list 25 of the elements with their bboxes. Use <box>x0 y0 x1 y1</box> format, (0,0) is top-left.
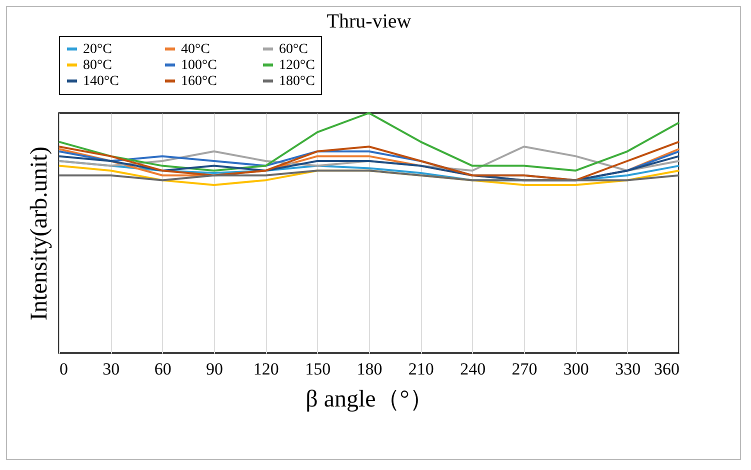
legend-label: 100°C <box>181 58 217 73</box>
x-tick-label: 0 <box>60 360 68 378</box>
x-tick-label: 90 <box>206 360 223 378</box>
x-tick-label: 150 <box>305 360 331 378</box>
legend-label: 180°C <box>279 74 315 89</box>
x-tick-label: 300 <box>563 360 589 378</box>
x-tick-label: 240 <box>460 360 486 378</box>
x-tick-label: 180 <box>356 360 382 378</box>
y-axis-title: Intensity(arb.unit) <box>26 146 52 320</box>
x-tick-label: 30 <box>102 360 120 378</box>
legend-label: 160°C <box>181 74 217 89</box>
chart-title: Thru-view <box>326 10 412 32</box>
legend-label: 60°C <box>279 42 308 57</box>
x-tick-label: 60 <box>154 360 172 378</box>
legend-label: 140°C <box>83 74 119 89</box>
x-tick-label: 210 <box>408 360 434 378</box>
legend-label: 20°C <box>83 42 112 57</box>
x-tick-label: 330 <box>615 360 641 378</box>
legend-label: 40°C <box>181 42 210 57</box>
legend-label: 80°C <box>83 58 112 73</box>
x-tick-label: 360 <box>654 360 680 378</box>
x-axis-title: β angle（°） <box>306 386 434 412</box>
x-tick-label: 270 <box>512 360 538 378</box>
x-tick-label: 120 <box>253 360 279 378</box>
legend-label: 120°C <box>279 58 315 73</box>
